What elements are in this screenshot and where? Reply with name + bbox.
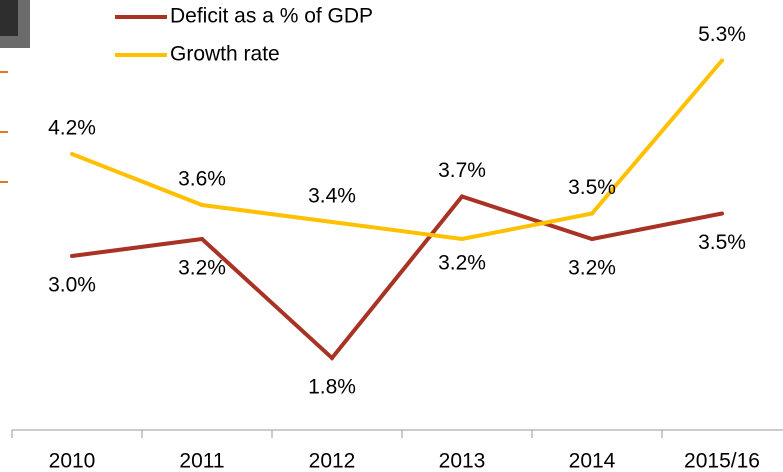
data-label: 3.4% [308, 185, 356, 208]
x-tick-label: 2014 [569, 450, 616, 472]
data-point [200, 237, 204, 241]
legend-label: Deficit as a % of GDP [170, 5, 373, 28]
x-tick-label: 2012 [309, 450, 356, 472]
data-label: 3.5% [568, 176, 616, 199]
data-label: 3.0% [48, 274, 96, 297]
data-label: 3.5% [698, 231, 746, 254]
x-tick-label: 2011 [179, 450, 224, 472]
series-line [71, 194, 723, 361]
x-tick-label: 2010 [49, 450, 96, 472]
data-point [720, 211, 724, 216]
data-label: 3.7% [438, 159, 486, 182]
data-point [590, 237, 594, 241]
data-point [200, 203, 204, 207]
data-point [590, 211, 594, 216]
data-label: 3.2% [438, 252, 486, 275]
legend-label: Growth rate [170, 43, 280, 66]
series-line [71, 59, 724, 242]
x-tick-label: 2015/16 [684, 450, 760, 472]
data-point [70, 254, 74, 258]
data-point [330, 220, 334, 224]
data-label: 3.6% [178, 168, 226, 191]
data-label: 4.2% [48, 117, 96, 140]
data-point [330, 356, 334, 360]
data-point [460, 237, 464, 241]
data-label: 3.2% [568, 257, 616, 280]
data-label: 1.8% [308, 376, 356, 399]
photo-fragment [0, 0, 18, 36]
data-label: 5.3% [698, 23, 746, 46]
data-point [460, 194, 464, 199]
data-point [720, 58, 724, 63]
data-point [70, 152, 74, 156]
data-label: 3.2% [178, 257, 226, 280]
x-tick-label: 2013 [439, 450, 486, 472]
